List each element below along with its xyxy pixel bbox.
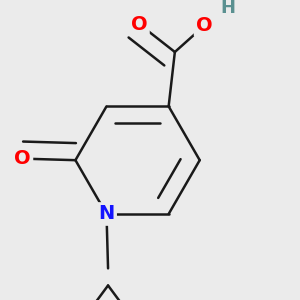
Text: O: O: [196, 16, 213, 35]
Text: H: H: [220, 0, 235, 17]
Text: O: O: [131, 14, 147, 34]
Text: N: N: [98, 205, 115, 224]
Text: O: O: [14, 149, 31, 168]
